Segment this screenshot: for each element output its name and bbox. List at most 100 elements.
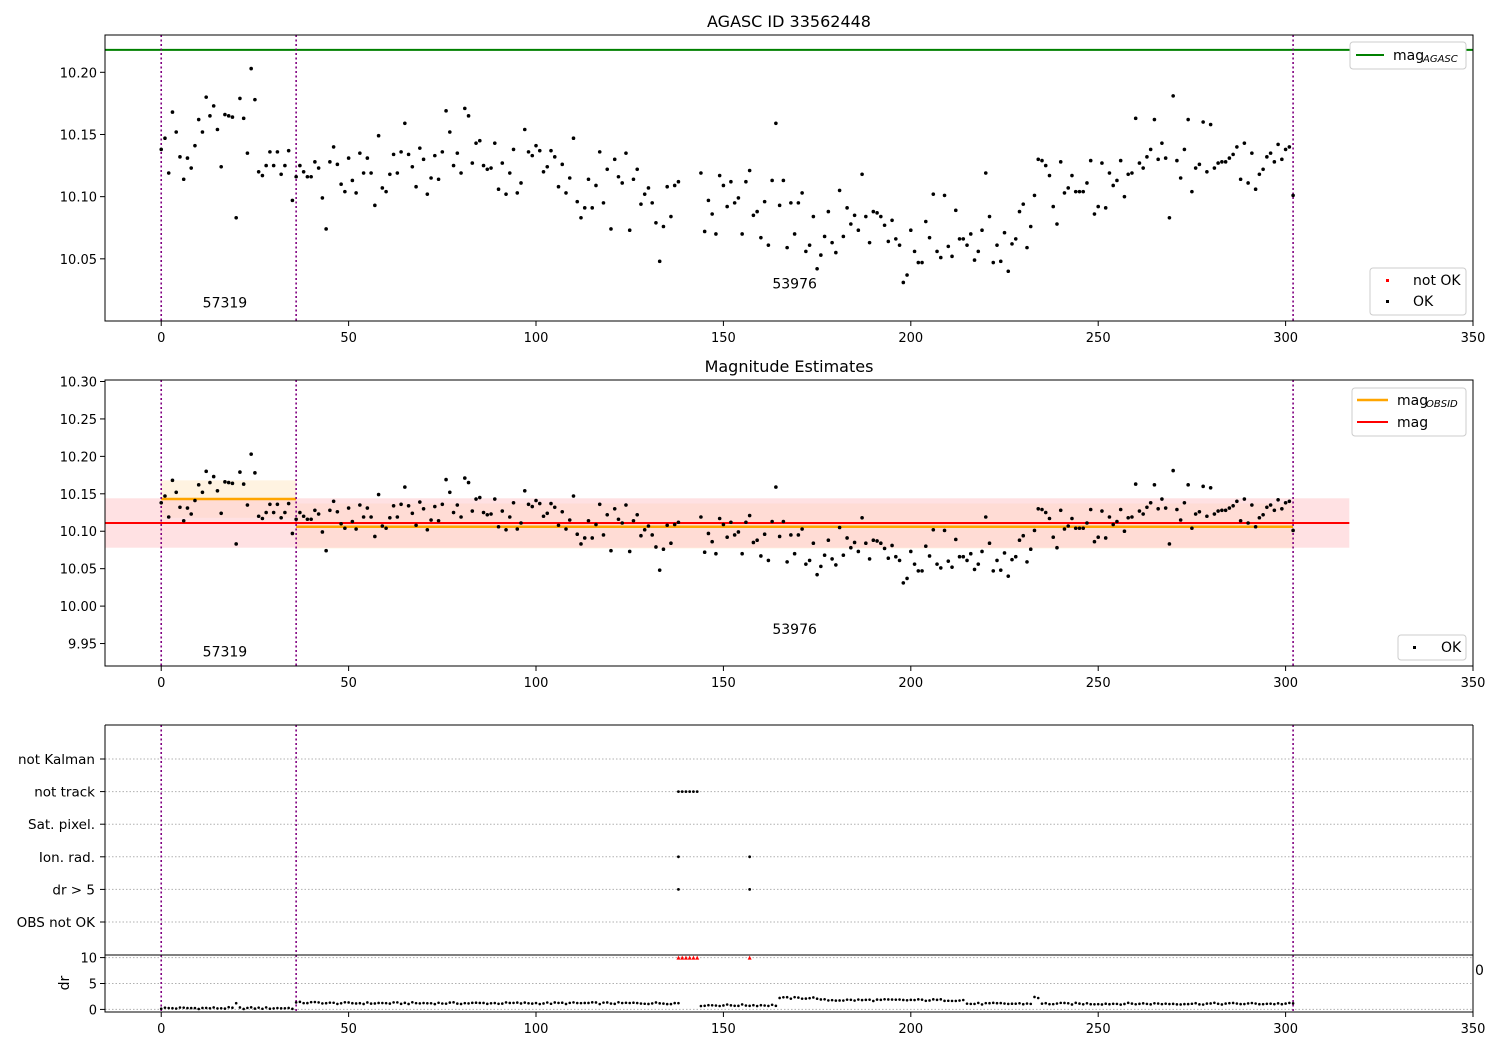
data-point-ok: [1287, 499, 1292, 504]
data-point-ok: [1047, 173, 1052, 178]
data-point-ok: [871, 538, 876, 543]
dr-point: [928, 999, 931, 1002]
data-point-ok: [575, 199, 580, 204]
data-point-ok: [1103, 206, 1108, 210]
data-point-ok: [1208, 122, 1213, 127]
data-point-ok: [219, 165, 223, 169]
data-point-ok: [1077, 526, 1082, 531]
data-point-ok: [804, 562, 808, 566]
data-point-ok: [253, 471, 257, 475]
dr-point: [785, 995, 789, 999]
dr-point: [729, 1004, 733, 1007]
data-point-ok: [612, 157, 617, 162]
data-point-ok: [909, 228, 913, 233]
data-point-ok: [991, 569, 996, 573]
data-point-ok: [541, 514, 546, 519]
data-point-ok: [736, 196, 741, 200]
data-point-ok: [755, 538, 759, 543]
data-point-ok: [1002, 230, 1007, 235]
data-point-ok: [350, 178, 355, 183]
dr-point: [1231, 1001, 1235, 1005]
y-tick-label: 10.15: [60, 128, 97, 143]
dr-point: [1051, 1002, 1055, 1006]
data-point-ok: [354, 527, 358, 531]
data-point-ok: [1231, 152, 1235, 157]
dr-point: [669, 1002, 673, 1006]
dr-point: [279, 1007, 283, 1010]
data-point-ok: [826, 538, 831, 543]
data-point-ok: [1167, 542, 1172, 546]
data-point-ok: [766, 243, 771, 247]
dr-point: [347, 1001, 350, 1004]
data-point-ok: [301, 169, 306, 174]
data-point-ok: [178, 505, 182, 510]
dr-point: [463, 1001, 467, 1005]
data-point-ok: [834, 563, 838, 567]
data-point-ok: [759, 554, 763, 558]
data-point-ok: [537, 501, 542, 506]
dr-point: [1044, 1001, 1048, 1005]
data-point-ok: [1291, 193, 1295, 198]
dr-point: [1254, 1002, 1257, 1005]
data-point-ok: [1088, 158, 1093, 163]
data-point-ok: [1193, 166, 1198, 170]
data-point-ok: [1272, 160, 1277, 164]
dr-point: [1145, 1002, 1149, 1006]
dr-point: [197, 1007, 200, 1011]
data-point-ok: [1122, 194, 1127, 199]
dr-point: [710, 1003, 714, 1007]
data-point-ok: [1028, 547, 1033, 552]
data-point-ok: [1025, 560, 1029, 564]
data-point-ok: [283, 163, 287, 168]
dr-point: [905, 998, 909, 1002]
data-point-ok: [369, 171, 373, 175]
data-point-ok: [560, 162, 565, 167]
dr-point: [943, 999, 946, 1003]
data-point-ok: [1205, 514, 1209, 519]
dr-point: [317, 1001, 320, 1004]
dr-point: [800, 997, 804, 1000]
data-point-ok: [702, 550, 707, 554]
dr-point: [842, 999, 845, 1002]
dr-point: [722, 1004, 725, 1007]
data-point-ok: [961, 237, 966, 241]
data-point-ok: [627, 228, 632, 233]
data-point-ok: [421, 506, 426, 511]
dr-point: [838, 999, 841, 1002]
data-point-ok: [1182, 500, 1187, 505]
data-point-ok: [1115, 519, 1119, 524]
data-point-ok: [567, 518, 572, 522]
data-point-ok: [241, 116, 246, 121]
data-point-ok: [1115, 178, 1119, 183]
data-point-ok: [219, 511, 223, 516]
data-point-ok: [972, 567, 977, 572]
legend-label: mag: [1393, 48, 1424, 64]
data-point-ok: [646, 186, 651, 190]
data-point-ok: [1193, 512, 1198, 516]
flag-point: [677, 888, 680, 891]
data-point-ok: [796, 533, 801, 537]
dr-point: [808, 996, 811, 1000]
data-point-ok: [196, 483, 201, 487]
dr-point: [328, 1001, 332, 1004]
data-point-ok: [196, 117, 201, 122]
data-point-ok: [414, 184, 418, 189]
data-point-ok: [968, 232, 973, 236]
data-point-ok: [965, 243, 969, 247]
data-point-ok: [515, 527, 520, 531]
data-point-ok: [1070, 173, 1074, 178]
data-point-ok: [781, 519, 786, 524]
data-point-ok: [1118, 158, 1123, 163]
dr-point: [579, 1001, 583, 1005]
data-point-ok: [264, 163, 268, 168]
data-point-ok: [1137, 161, 1142, 165]
dr-point: [737, 1004, 740, 1008]
data-point-ok: [181, 177, 186, 182]
data-point-ok: [1122, 529, 1127, 534]
data-point-ok: [335, 509, 340, 514]
data-point-ok: [1055, 545, 1059, 550]
x-tick-label: 0: [157, 1022, 165, 1037]
data-point-ok: [672, 183, 677, 188]
dr-point: [182, 1006, 186, 1009]
data-point-ok: [852, 540, 857, 545]
